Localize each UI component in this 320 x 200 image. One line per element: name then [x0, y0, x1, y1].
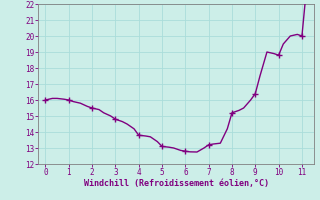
X-axis label: Windchill (Refroidissement éolien,°C): Windchill (Refroidissement éolien,°C) — [84, 179, 268, 188]
